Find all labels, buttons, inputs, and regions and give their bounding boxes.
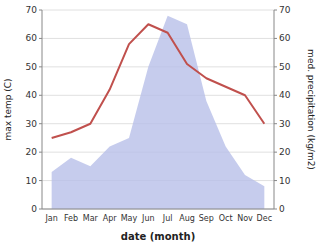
plot-area xyxy=(52,16,265,209)
y2-tick-label: 50 xyxy=(279,62,291,72)
x-tick-label: Jun xyxy=(141,214,155,223)
y-tick xyxy=(39,95,42,96)
y-tick xyxy=(39,38,42,39)
y2-tick xyxy=(274,152,277,153)
grid-line xyxy=(42,38,274,39)
y-tick-label: 50 xyxy=(26,62,38,72)
y-axis-label: max temp (C) xyxy=(3,78,13,140)
y2-tick-label: 60 xyxy=(279,33,291,43)
x-tick-label: Aug xyxy=(179,214,195,223)
y-tick-label: 40 xyxy=(26,90,38,100)
line xyxy=(52,24,265,138)
x-tick-label: Sep xyxy=(199,214,214,223)
x-tick-label: Feb xyxy=(64,214,78,223)
y-tick-label: 60 xyxy=(26,33,38,43)
x-tick-label: Dec xyxy=(257,214,272,223)
x-tick-label: Nov xyxy=(237,214,253,223)
y-tick xyxy=(39,66,42,67)
x-tick-label: Apr xyxy=(103,214,118,223)
y2-tick-label: 70 xyxy=(279,5,291,15)
x-tick-label: Oct xyxy=(219,214,233,223)
y-tick-label: 10 xyxy=(26,176,38,186)
y-tick-label: 20 xyxy=(26,147,38,157)
y2-tick-label: 10 xyxy=(279,176,291,186)
x-axis-line xyxy=(42,209,274,210)
chart-container: 0 10 20 30 40 50 60 70 0 10 20 30 40 50 60 70 Jan Feb Mar A… xyxy=(0,0,318,247)
y2-tick-label: 30 xyxy=(279,119,291,129)
axes: 0 10 20 30 40 50 60 70 0 10 20 30 40 50 60 70 Jan Feb Mar A… xyxy=(26,5,291,223)
x-axis-label: date (month) xyxy=(121,231,195,242)
y2-tick xyxy=(274,95,277,96)
y2-axis-line xyxy=(274,10,275,209)
x-tick-label: Jan xyxy=(44,214,57,223)
y2-tick xyxy=(274,123,277,124)
y-tick xyxy=(39,152,42,153)
x-tick-label: Mar xyxy=(83,214,99,223)
y-tick-label: 0 xyxy=(31,204,37,214)
y-tick xyxy=(39,123,42,124)
y2-tick xyxy=(274,180,277,181)
chart: 0 10 20 30 40 50 60 70 0 10 20 30 40 50 60 70 Jan Feb Mar A… xyxy=(0,0,318,247)
y-tick xyxy=(39,10,42,11)
x-tick-label: Jul xyxy=(162,214,173,223)
y2-tick xyxy=(274,10,277,11)
y-tick-label: 70 xyxy=(26,5,38,15)
y-axis-line xyxy=(42,10,43,209)
x-tick-label: May xyxy=(121,214,138,223)
y-tick-label: 30 xyxy=(26,119,38,129)
y2-tick xyxy=(274,38,277,39)
y2-tick-label: 20 xyxy=(279,147,291,157)
area xyxy=(52,16,265,209)
grid xyxy=(42,10,274,209)
grid-line xyxy=(42,10,274,11)
grid-line xyxy=(42,209,274,210)
y2-tick-label: 40 xyxy=(279,90,291,100)
y2-tick xyxy=(274,209,277,210)
y2-axis-label: med. precipitation (kg/m2) xyxy=(306,49,316,170)
y-tick xyxy=(39,180,42,181)
y2-tick xyxy=(274,66,277,67)
y2-tick-label: 0 xyxy=(279,204,285,214)
y-tick xyxy=(39,209,42,210)
